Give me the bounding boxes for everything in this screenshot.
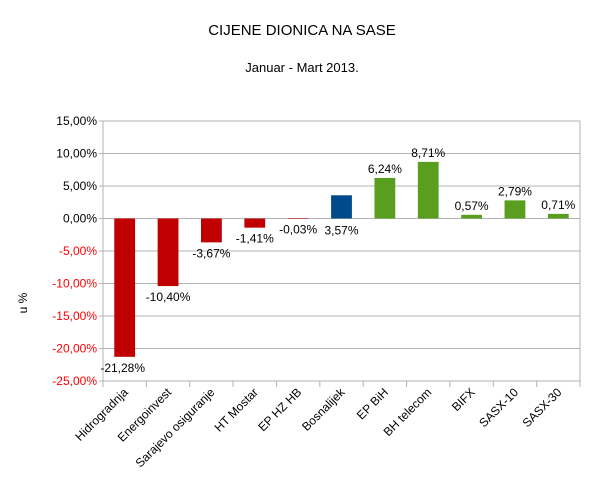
bar-bh-telecom <box>417 161 439 219</box>
data-label: -3,67% <box>192 246 230 260</box>
data-label: 3,57% <box>324 224 358 238</box>
y-tick-label: -5,00% <box>59 244 97 258</box>
bars <box>114 161 569 357</box>
y-tick-label: -15,00% <box>52 309 97 323</box>
x-tick-label: EP BiH <box>354 385 391 422</box>
y-tick-labels: 15,00% 10,00% 5,00% 0,00% -5,00% -10,00% -15,0… <box>52 114 97 388</box>
bar-ep-bih <box>374 177 396 219</box>
data-label: 0,57% <box>455 199 489 213</box>
y-tick-label: 15,00% <box>56 114 97 128</box>
data-label: 2,79% <box>498 184 532 198</box>
data-label: 8,71% <box>411 146 445 160</box>
y-tick-label: 10,00% <box>56 147 97 161</box>
bar-sasx-10 <box>504 200 526 219</box>
bar-sarajevo-osiguranje <box>201 218 222 243</box>
chart-subtitle: Januar - Mart 2013. <box>245 60 359 75</box>
bar-sasx-30 <box>547 213 569 219</box>
bar-ep-hz-hb <box>287 218 309 219</box>
bar-hidrogradnja <box>114 218 136 357</box>
x-tick-label: BIFX <box>449 385 478 414</box>
data-label: -1,41% <box>236 232 274 246</box>
axes <box>99 120 581 387</box>
bar-bifx <box>461 214 482 219</box>
data-labels: -21,28% -10,40% -3,67% -1,41% -0,03% 3,57% 6,2… <box>100 146 575 375</box>
data-label: -21,28% <box>100 361 145 375</box>
y-tick-label: 5,00% <box>63 179 97 193</box>
y-tick-label: -20,00% <box>52 342 97 356</box>
x-tick-label: SASX-10 <box>476 385 521 430</box>
y-tick-label: -25,00% <box>52 374 97 388</box>
y-axis-label: u % <box>16 292 30 313</box>
y-tick-label: -10,00% <box>52 277 97 291</box>
data-label: -0,03% <box>279 223 317 237</box>
x-tick-label: SASX-30 <box>520 385 565 430</box>
x-tick-label: EP HZ HB <box>255 385 304 434</box>
bar-ht-mostar <box>244 218 266 228</box>
y-tick-label: 0,00% <box>63 212 97 226</box>
x-tick-label: HT Mostar <box>212 385 261 434</box>
bar-energoinvest <box>157 218 179 287</box>
plot-area-border <box>102 120 581 382</box>
bar-bosnalijek <box>331 195 352 219</box>
x-tick-label: Sarajevo osiguranje <box>133 385 218 470</box>
chart-title: CIJENE DIONICA NA SASE <box>208 22 396 39</box>
data-label: -10,40% <box>146 290 191 304</box>
data-label: 0,71% <box>541 198 575 212</box>
data-label: 6,24% <box>368 162 402 176</box>
x-tick-label: Bosnalijek <box>299 385 348 434</box>
